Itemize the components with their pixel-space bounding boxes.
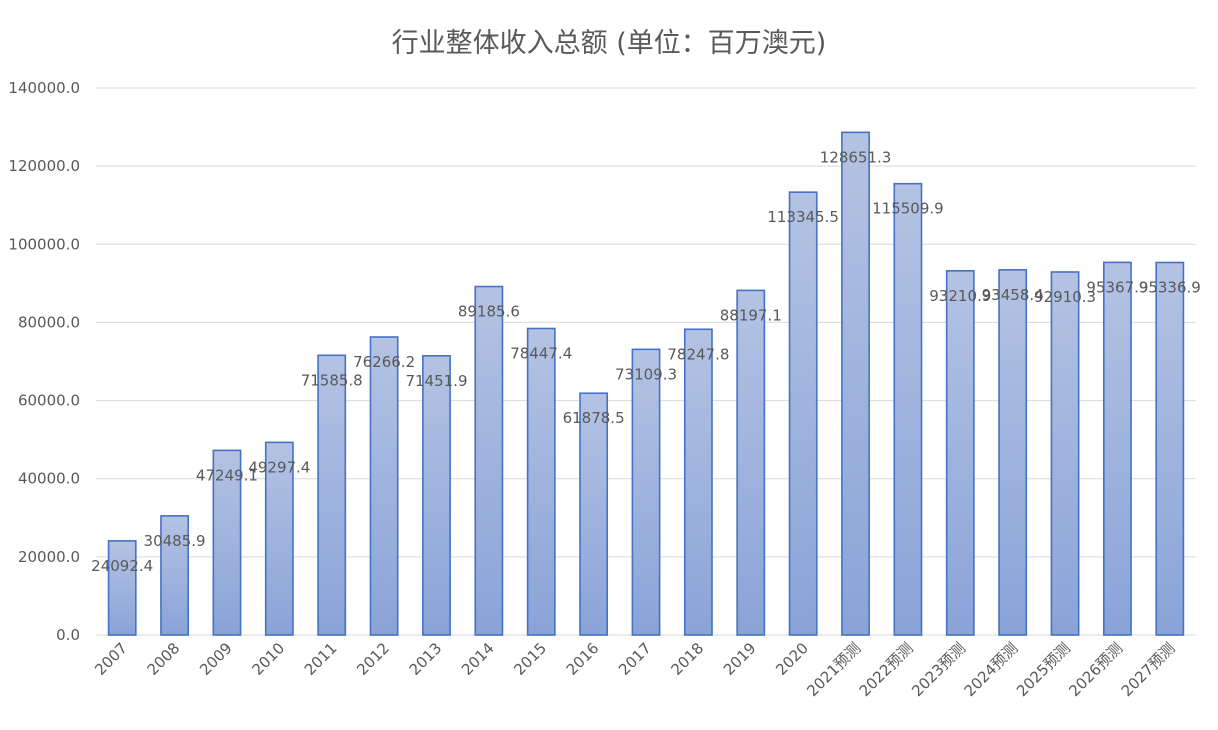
bar <box>474 285 504 636</box>
y-axis-ticks: 0.0 20000.0 40000.0 60000.0 80000.0 100000.0 1… <box>8 79 80 644</box>
data-label: 113345.5 <box>767 208 839 226</box>
data-label: 95367.9 <box>1086 278 1148 296</box>
x-tick-label: 2013 <box>406 639 446 679</box>
data-label: 71451.9 <box>405 372 467 390</box>
x-tick-label: 2021预测 <box>803 639 864 700</box>
bar <box>422 355 451 636</box>
bar <box>893 182 923 636</box>
bar <box>736 289 766 636</box>
y-tick-label: 80000.0 <box>18 313 80 331</box>
bar <box>1155 261 1185 636</box>
bar <box>631 348 661 636</box>
x-tick-label: 2023预测 <box>908 639 969 700</box>
data-label: 128651.3 <box>820 148 892 166</box>
y-tick-label: 20000.0 <box>18 548 80 566</box>
bar <box>107 540 137 636</box>
data-label: 89185.6 <box>458 303 520 321</box>
x-tick-label: 2026预测 <box>1065 639 1126 700</box>
y-tick-label: 120000.0 <box>8 157 80 175</box>
data-label: 92910.3 <box>1034 288 1096 306</box>
x-tick-label: 2007 <box>91 639 131 679</box>
x-tick-label: 2022预测 <box>856 639 917 700</box>
y-tick-label: 40000.0 <box>18 470 80 488</box>
data-label: 73109.3 <box>615 365 677 383</box>
bar <box>160 515 189 636</box>
y-tick-label: 100000.0 <box>8 235 80 253</box>
bar <box>317 354 347 636</box>
data-label: 76266.2 <box>353 353 415 371</box>
bar <box>212 449 242 636</box>
x-tick-label: 2010 <box>248 639 288 679</box>
bar <box>526 327 556 636</box>
x-tick-label: 2025预测 <box>1013 639 1074 700</box>
bar <box>945 270 975 636</box>
x-axis-ticks: 2007 2008 2009 2010 2011 2012 2013 2014 2015 2016… <box>91 639 1178 700</box>
bars <box>107 131 1185 636</box>
data-label: 71585.8 <box>301 371 363 389</box>
x-tick-label: 2011 <box>301 639 341 679</box>
bar <box>841 131 870 636</box>
x-tick-label: 2009 <box>196 639 236 679</box>
bar <box>1050 271 1080 636</box>
bar <box>264 441 294 636</box>
bar <box>683 328 713 636</box>
data-label: 30485.9 <box>144 532 206 550</box>
data-label: 78447.4 <box>510 344 572 362</box>
data-label: 49297.4 <box>248 458 310 476</box>
y-tick-label: 0.0 <box>56 626 80 644</box>
bar <box>369 336 399 636</box>
x-tick-label: 2015 <box>510 639 550 679</box>
data-label: 61878.5 <box>563 409 625 427</box>
data-label: 93458.4 <box>982 286 1044 304</box>
x-tick-label: 2019 <box>720 639 760 679</box>
y-tick-label: 140000.0 <box>8 79 80 97</box>
x-tick-label: 2016 <box>563 639 603 679</box>
x-tick-label: 2027预测 <box>1118 639 1179 700</box>
x-tick-label: 2017 <box>615 639 655 679</box>
data-label: 24092.4 <box>91 557 153 575</box>
x-tick-label: 2020 <box>772 639 812 679</box>
data-label: 78247.8 <box>667 345 729 363</box>
bar <box>998 269 1028 636</box>
y-tick-label: 60000.0 <box>18 392 80 410</box>
data-label: 95336.9 <box>1139 279 1201 297</box>
chart-title: 行业整体收入总额 (单位：百万澳元) <box>392 28 827 59</box>
x-tick-label: 2008 <box>144 639 184 679</box>
x-tick-label: 2024预测 <box>961 639 1022 700</box>
x-tick-label: 2014 <box>458 639 498 679</box>
bar <box>1103 261 1132 636</box>
data-label: 47249.1 <box>196 466 258 484</box>
x-tick-label: 2018 <box>667 639 707 679</box>
x-tick-label: 2012 <box>353 639 393 679</box>
bar <box>788 191 818 636</box>
data-label: 115509.9 <box>872 200 944 218</box>
bar <box>579 392 609 636</box>
data-label: 88197.1 <box>720 306 782 324</box>
data-label: 93210.9 <box>929 287 991 305</box>
